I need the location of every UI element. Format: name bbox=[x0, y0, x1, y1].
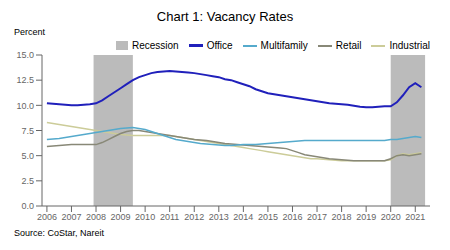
svg-text:2011: 2011 bbox=[160, 212, 179, 222]
svg-text:2020: 2020 bbox=[381, 212, 401, 222]
svg-text:2008: 2008 bbox=[86, 212, 106, 222]
svg-text:2009: 2009 bbox=[111, 212, 131, 222]
html-text:Chart 1: Vacancy Rates: Chart 1: Vacancy Rates bbox=[156, 9, 294, 24]
svg-text:5.0: 5.0 bbox=[21, 151, 34, 161]
svg-text:12.5: 12.5 bbox=[16, 75, 34, 85]
svg-text:2015: 2015 bbox=[258, 212, 278, 222]
svg-text:10.0: 10.0 bbox=[16, 101, 34, 111]
svg-text:2014: 2014 bbox=[233, 212, 253, 222]
svg-text:2.5: 2.5 bbox=[21, 176, 34, 186]
html-text:Multifamily: Multifamily bbox=[260, 40, 308, 51]
svg-text:2006: 2006 bbox=[37, 212, 57, 222]
html-text:Recession: Recession bbox=[132, 40, 179, 51]
svg-text:0.0: 0.0 bbox=[21, 201, 34, 211]
svg-text:2012: 2012 bbox=[184, 212, 204, 222]
svg-text:7.5: 7.5 bbox=[21, 126, 34, 136]
svg-text:2021: 2021 bbox=[405, 212, 425, 222]
svg-text:2013: 2013 bbox=[209, 212, 229, 222]
svg-text:2010: 2010 bbox=[135, 212, 155, 222]
svg-text:2017: 2017 bbox=[307, 212, 327, 222]
svg-text:2007: 2007 bbox=[61, 212, 81, 222]
html-text:Industrial: Industrial bbox=[389, 40, 430, 51]
svg-text:2016: 2016 bbox=[282, 212, 302, 222]
svg-text:15.0: 15.0 bbox=[16, 50, 34, 60]
html-text:Percent: Percent bbox=[14, 27, 45, 37]
html-text:Office: Office bbox=[206, 40, 233, 51]
html-text:Retail: Retail bbox=[335, 40, 362, 51]
svg-text:2018: 2018 bbox=[332, 212, 352, 222]
svg-text:2019: 2019 bbox=[356, 212, 376, 222]
html-text:Source: CoStar, Nareit: Source: CoStar, Nareit bbox=[14, 228, 104, 238]
